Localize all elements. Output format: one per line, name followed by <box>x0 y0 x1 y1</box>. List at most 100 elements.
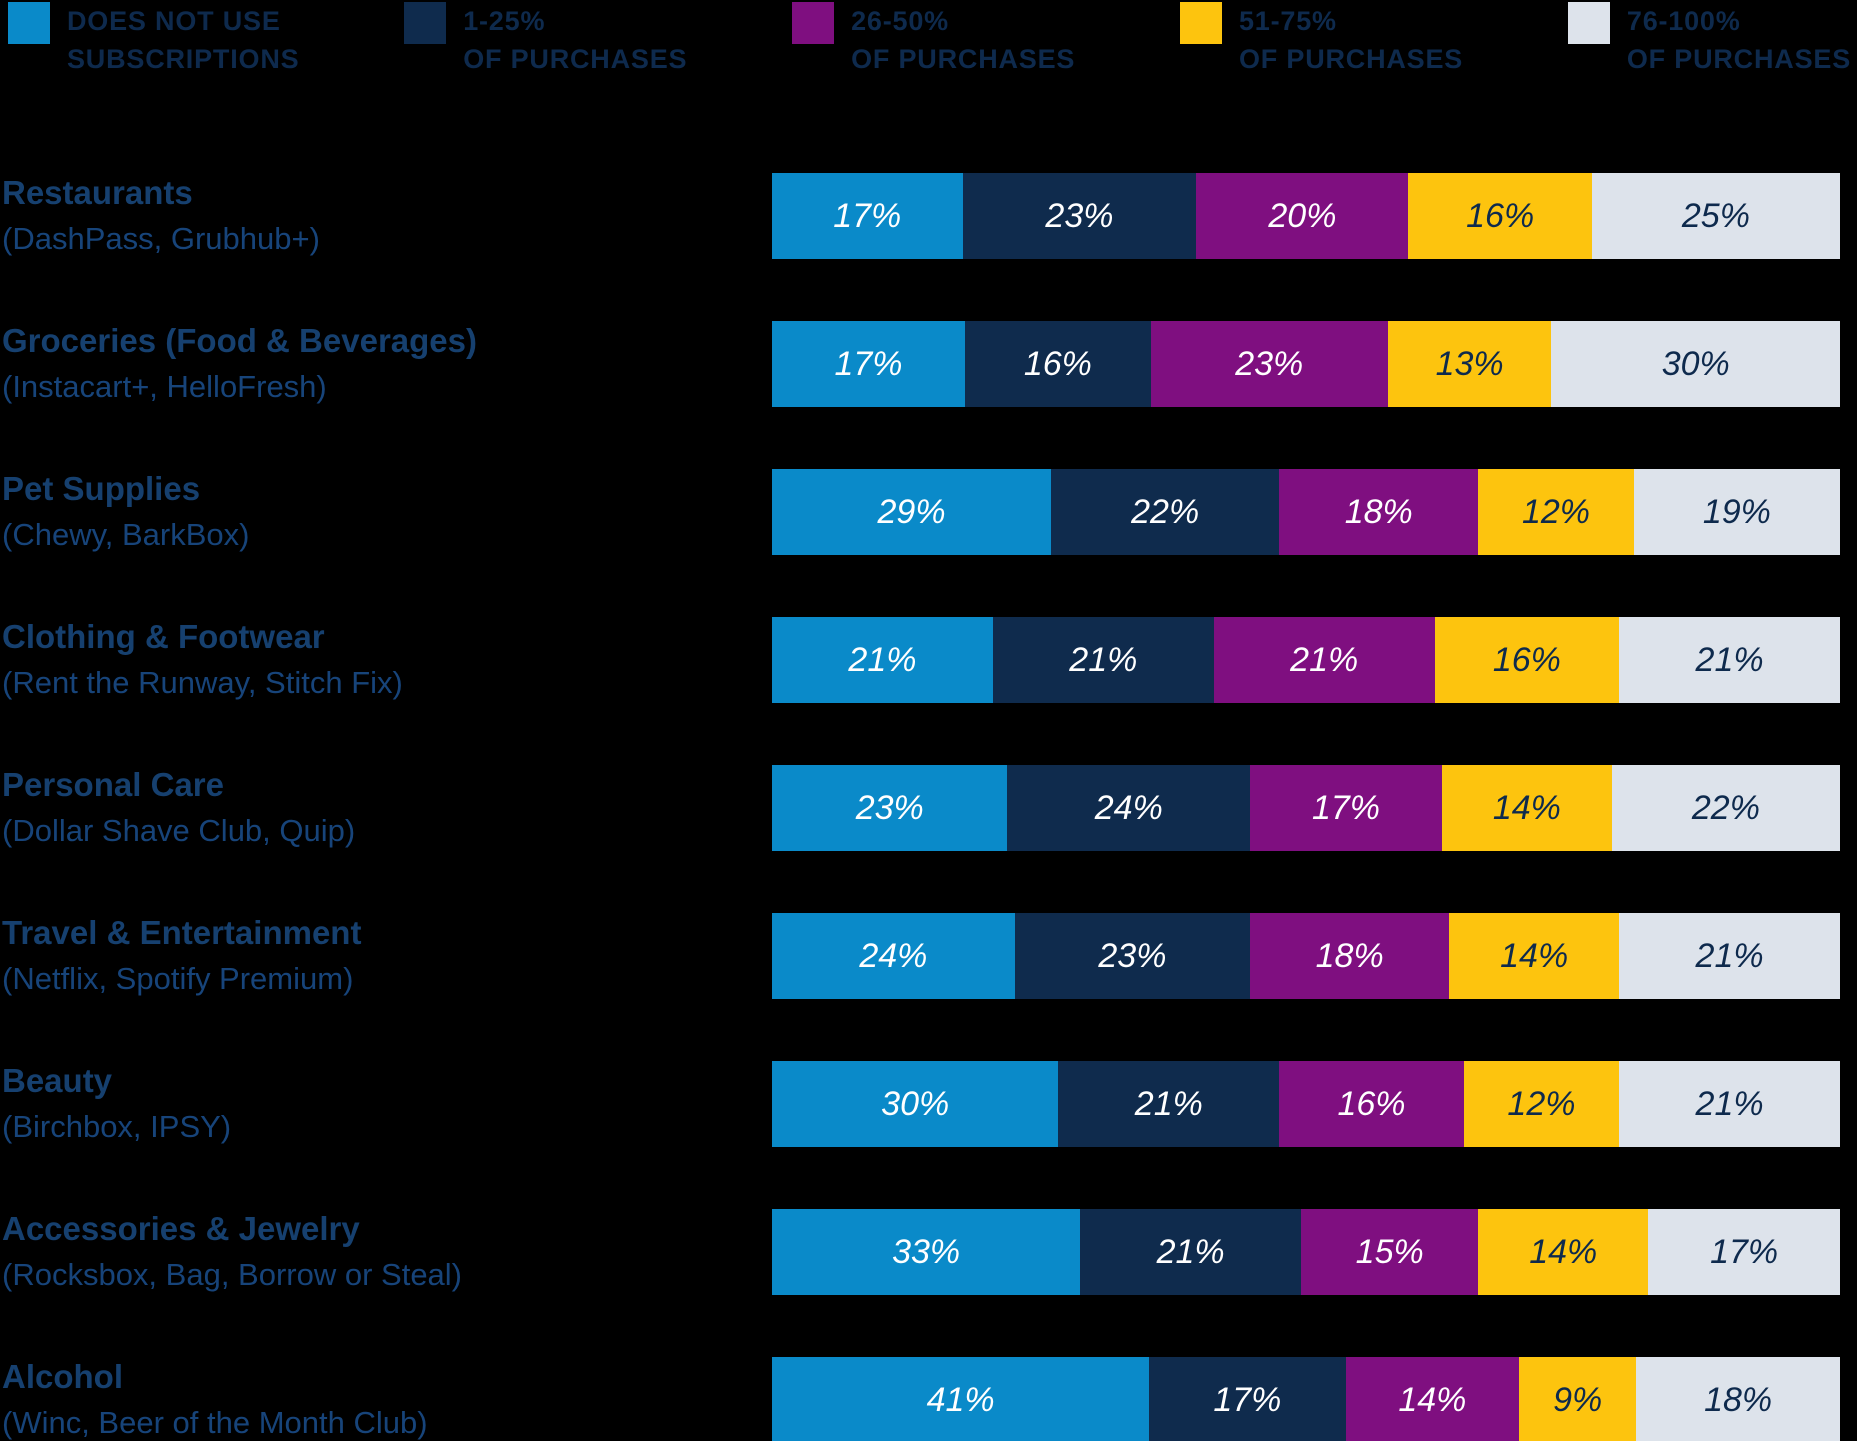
bar-segment: 9% <box>1519 1357 1637 1441</box>
category-label: Alcohol (Winc, Beer of the Month Club) <box>0 1354 772 1441</box>
category-label: Clothing & Footwear (Rent the Runway, St… <box>0 614 772 706</box>
segment-value: 21% <box>1290 640 1359 679</box>
stacked-bar: 33% 21% 15% 14% 17% <box>772 1209 1840 1295</box>
segment-value: 18% <box>1704 1380 1773 1419</box>
stacked-bar: 17% 23% 20% 16% 25% <box>772 173 1841 259</box>
bar-segment: 16% <box>1279 1061 1464 1147</box>
bar-segment: 24% <box>1007 765 1251 851</box>
bar-segment: 17% <box>1648 1209 1840 1295</box>
bar-segment: 22% <box>1611 765 1840 851</box>
segment-value: 19% <box>1702 492 1771 531</box>
segment-value: 21% <box>1069 640 1138 679</box>
category-label: Groceries (Food & Beverages) (Instacart+… <box>0 318 772 410</box>
segment-value: 16% <box>1492 640 1561 679</box>
bar-segment: 23% <box>1014 913 1251 999</box>
segment-value: 14% <box>1492 788 1561 827</box>
legend-label-line1: 76-100% <box>1626 6 1741 36</box>
segment-value: 30% <box>881 1084 950 1123</box>
bar-segment: 23% <box>1150 321 1388 407</box>
chart-legend: DOES NOT USE SUBSCRIPTIONS 1-25% OF PURC… <box>0 2 1857 84</box>
category-label: Accessories & Jewelry (Rocksbox, Bag, Bo… <box>0 1206 772 1298</box>
bar-segment: 21% <box>1619 1061 1841 1147</box>
bar-segment: 17% <box>1149 1357 1346 1441</box>
segment-value: 22% <box>1691 788 1760 827</box>
segment-value: 16% <box>1337 1084 1406 1123</box>
bar-segment: 29% <box>772 469 1052 555</box>
bar-segment: 23% <box>962 173 1197 259</box>
bar-segment: 41% <box>772 1357 1150 1441</box>
category-label: Restaurants (DashPass, Grubhub+) <box>0 170 772 262</box>
segment-value: 33% <box>892 1232 961 1271</box>
segment-value: 21% <box>848 640 917 679</box>
bar-segment: 13% <box>1387 321 1552 407</box>
category-label: Travel & Entertainment (Netflix, Spotify… <box>0 910 772 1002</box>
segment-value: 12% <box>1507 1084 1576 1123</box>
segment-value: 21% <box>1134 1084 1203 1123</box>
bar-segment: 30% <box>772 1061 1059 1147</box>
legend-item-1: 1-25% OF PURCHASES <box>404 2 687 84</box>
category-sublabel: (Dollar Shave Club, Quip) <box>2 813 356 848</box>
bar-segment: 14% <box>1478 1209 1649 1295</box>
bar-segment: 33% <box>772 1209 1081 1295</box>
category-sublabel: (Netflix, Spotify Premium) <box>2 961 354 996</box>
category-name: Accessories & Jewelry <box>2 1210 360 1247</box>
segment-value: 17% <box>1213 1380 1282 1419</box>
category-sublabel: (Rent the Runway, Stitch Fix) <box>2 665 403 700</box>
bar-segment: 17% <box>1250 765 1442 851</box>
legend-label: 1-25% OF PURCHASES <box>463 2 687 84</box>
bar-segment: 14% <box>1449 913 1620 999</box>
category-row: Beauty (Birchbox, IPSY) 30% 21% 16% 12% 21% <box>0 1030 1857 1178</box>
bar-segment: 16% <box>965 321 1151 407</box>
category-name: Restaurants <box>2 174 193 211</box>
segment-value: 18% <box>1344 492 1413 531</box>
bar-segment: 21% <box>992 617 1214 703</box>
category-label: Personal Care (Dollar Shave Club, Quip) <box>0 762 772 854</box>
legend-item-3: 51-75% OF PURCHASES <box>1179 2 1463 84</box>
segment-value: 24% <box>859 936 928 975</box>
bar-segment: 21% <box>772 617 993 703</box>
bar-segment: 16% <box>1408 173 1592 259</box>
segment-value: 21% <box>1695 1084 1764 1123</box>
legend-label: 51-75% OF PURCHASES <box>1239 2 1463 84</box>
segment-value: 21% <box>1156 1232 1225 1271</box>
segment-value: 20% <box>1268 196 1337 235</box>
segment-value: 21% <box>1695 936 1764 975</box>
segment-value: 13% <box>1435 344 1504 383</box>
category-sublabel: (Rocksbox, Bag, Borrow or Steal) <box>2 1257 463 1292</box>
stacked-bar: 21% 21% 21% 16% 21% <box>772 617 1840 703</box>
category-row: Restaurants (DashPass, Grubhub+) 17% 23% 2… <box>0 142 1857 290</box>
category-name: Travel & Entertainment <box>2 914 362 951</box>
bar-segment: 14% <box>1441 765 1612 851</box>
legend-swatch <box>1179 2 1222 44</box>
legend-label-line2: OF PURCHASES <box>463 44 688 74</box>
bar-segment: 16% <box>1434 617 1620 703</box>
category-sublabel: (Winc, Beer of the Month Club) <box>2 1405 428 1440</box>
segment-value: 17% <box>833 196 902 235</box>
bar-segment: 12% <box>1463 1061 1620 1147</box>
bar-segment: 21% <box>1058 1061 1280 1147</box>
legend-label-line2: OF PURCHASES <box>1626 44 1851 74</box>
category-label: Pet Supplies (Chewy, BarkBox) <box>0 466 772 558</box>
segment-value: 23% <box>1235 344 1304 383</box>
segment-value: 9% <box>1553 1380 1603 1419</box>
legend-label-line2: SUBSCRIPTIONS <box>67 44 300 74</box>
segment-value: 17% <box>1311 788 1381 827</box>
bar-segment: 19% <box>1633 469 1841 555</box>
segment-value: 17% <box>1710 1232 1779 1271</box>
stacked-bar: 29% 22% 18% 12% 19% <box>772 469 1841 555</box>
stacked-bar: 30% 21% 16% 12% 21% <box>772 1061 1841 1147</box>
bar-segment: 18% <box>1279 469 1479 555</box>
bar-segment: 18% <box>1250 913 1450 999</box>
chart-rows: Restaurants (DashPass, Grubhub+) 17% 23% 2… <box>0 142 1857 1441</box>
segment-value: 16% <box>1023 344 1092 383</box>
category-name: Beauty <box>2 1062 113 1099</box>
legend-label: 76-100% OF PURCHASES <box>1627 2 1851 84</box>
bar-segment: 14% <box>1345 1357 1520 1441</box>
bar-segment: 17% <box>772 321 966 407</box>
legend-swatch <box>404 2 447 44</box>
segment-value: 17% <box>834 344 903 383</box>
segment-value: 14% <box>1529 1232 1598 1271</box>
bar-segment: 21% <box>1213 617 1435 703</box>
category-row: Clothing & Footwear (Rent the Runway, St… <box>0 586 1857 734</box>
